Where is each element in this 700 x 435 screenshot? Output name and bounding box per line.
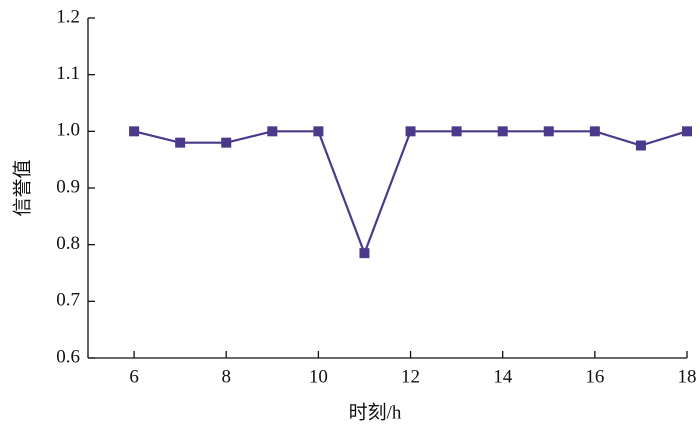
- y-tick-label: 1.2: [56, 6, 80, 27]
- x-axis-label: 时刻/h: [349, 401, 402, 423]
- x-tick-label: 12: [401, 366, 420, 387]
- marker: [359, 248, 370, 259]
- y-tick-label: 1.1: [56, 63, 80, 84]
- x-tick-label: 8: [221, 366, 231, 387]
- marker: [313, 126, 324, 137]
- x-tick-label: 18: [678, 366, 697, 387]
- x-tick-label: 14: [493, 366, 513, 387]
- marker: [175, 137, 186, 148]
- y-tick-label: 1.0: [56, 120, 80, 141]
- marker: [267, 126, 278, 137]
- marker: [635, 140, 646, 151]
- marker: [589, 126, 600, 137]
- marker: [451, 126, 462, 137]
- y-axis-label: 信誉值: [11, 159, 33, 216]
- marker: [682, 126, 692, 137]
- x-tick-label: 16: [585, 366, 604, 387]
- marker: [405, 126, 416, 137]
- y-tick-label: 0.8: [56, 233, 80, 254]
- marker: [497, 126, 508, 137]
- x-tick-label: 6: [129, 366, 139, 387]
- line: [133, 130, 688, 257]
- y-tick-label: 0.9: [56, 176, 80, 197]
- marker: [129, 126, 140, 137]
- marker: [221, 137, 232, 148]
- marker: [543, 126, 554, 137]
- x-tick-label: 10: [309, 366, 328, 387]
- y-tick-label: 0.6: [56, 346, 80, 367]
- y-tick-label: 0.7: [56, 290, 80, 311]
